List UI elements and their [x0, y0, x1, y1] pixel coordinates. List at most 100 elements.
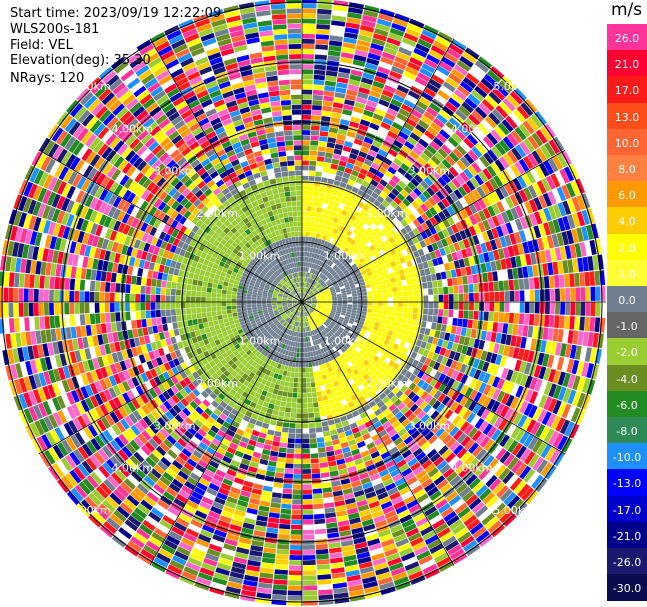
gate-cell	[466, 180, 476, 191]
gate-cell	[230, 346, 237, 353]
gate-cell	[387, 267, 394, 274]
gate-cell	[122, 430, 133, 442]
gate-cell	[409, 132, 421, 142]
gate-cell	[401, 490, 414, 500]
gate-cell	[204, 492, 216, 501]
gate-cell	[399, 547, 414, 557]
gate-cell	[415, 470, 427, 480]
gate-cell	[305, 262, 309, 267]
gate-cell	[302, 428, 309, 434]
gate-cell	[446, 47, 461, 60]
gate-cell	[328, 45, 342, 52]
gate-cell	[463, 168, 474, 180]
gate-cell	[456, 447, 468, 459]
gate-cell	[499, 434, 510, 447]
gate-cell	[478, 253, 485, 264]
gate-cell	[577, 376, 586, 392]
gate-cell	[381, 369, 389, 376]
gate-cell	[317, 569, 331, 575]
gate-cell	[333, 201, 340, 208]
gate-cell	[272, 440, 280, 447]
gate-cell	[341, 483, 352, 490]
gate-cell	[277, 544, 290, 550]
gate-cell	[515, 144, 527, 158]
gate-cell	[495, 354, 503, 366]
gate-cell	[477, 359, 485, 371]
gate-cell	[311, 298, 317, 301]
gate-cell	[514, 302, 520, 313]
gate-cell	[173, 521, 187, 532]
gate-cell	[306, 303, 312, 306]
gate-cell	[140, 499, 154, 511]
gate-cell	[427, 281, 433, 289]
gate-cell	[281, 432, 289, 438]
gate-cell	[434, 151, 445, 162]
gate-cell	[363, 158, 373, 167]
gate-cell	[422, 334, 429, 343]
gate-cell	[293, 336, 297, 342]
gate-cell	[295, 362, 299, 368]
gate-cell	[373, 514, 386, 523]
gate-cell	[503, 183, 514, 196]
gate-cell	[478, 509, 492, 522]
gate-cell	[403, 329, 410, 336]
gate-cell	[423, 87, 437, 98]
gate-cell	[559, 274, 565, 288]
gate-cell	[413, 345, 420, 353]
gate-cell	[303, 595, 318, 601]
gate-cell	[359, 566, 374, 574]
gate-cell	[251, 413, 259, 420]
gate-cell	[154, 503, 167, 515]
gate-cell	[314, 54, 327, 60]
gate-cell	[284, 344, 288, 350]
gate-cell	[407, 391, 416, 400]
gate-cell	[274, 569, 288, 575]
gate-cell	[369, 265, 376, 271]
gate-cell	[446, 341, 454, 350]
gate-cell	[313, 355, 318, 361]
gate-cell	[364, 280, 371, 285]
gate-cell	[393, 437, 403, 446]
gate-cell	[279, 319, 285, 324]
gate-cell	[313, 402, 319, 408]
gate-cell	[330, 335, 336, 341]
gate-cell	[218, 487, 230, 496]
gate-cell	[412, 146, 423, 156]
gate-cell	[302, 43, 315, 49]
gate-cell	[196, 376, 204, 385]
gate-cell	[304, 306, 307, 311]
gate-cell	[352, 307, 357, 311]
gate-cell	[302, 555, 316, 560]
gate-cell	[450, 269, 457, 278]
gate-cell	[530, 114, 543, 129]
gate-cell	[308, 291, 313, 295]
gate-cell	[338, 525, 351, 532]
gate-cell	[332, 334, 338, 340]
gate-cell	[364, 212, 372, 220]
gate-cell	[255, 420, 263, 427]
gate-cell	[527, 265, 534, 278]
gate-cell	[332, 359, 338, 365]
gate-cell	[540, 144, 552, 160]
gate-cell	[498, 344, 505, 355]
gate-cell	[492, 388, 501, 400]
gate-cell	[322, 487, 333, 493]
gate-cell	[397, 312, 403, 318]
gate-cell	[290, 529, 302, 535]
gate-cell	[371, 286, 377, 291]
gate-cell	[340, 244, 347, 251]
gate-cell	[288, 361, 293, 367]
gate-cell	[520, 102, 534, 117]
gate-cell	[356, 366, 363, 373]
gate-cell	[228, 412, 237, 421]
gate-cell	[468, 203, 478, 214]
gate-cell	[321, 306, 327, 309]
gate-cell	[453, 302, 459, 310]
gate-cell	[430, 452, 441, 463]
gate-cell	[444, 540, 460, 552]
gate-cell	[121, 446, 133, 458]
gate-cell	[306, 283, 310, 288]
gate-cell	[365, 188, 374, 196]
gate-cell	[302, 514, 314, 520]
gate-cell	[305, 305, 309, 310]
